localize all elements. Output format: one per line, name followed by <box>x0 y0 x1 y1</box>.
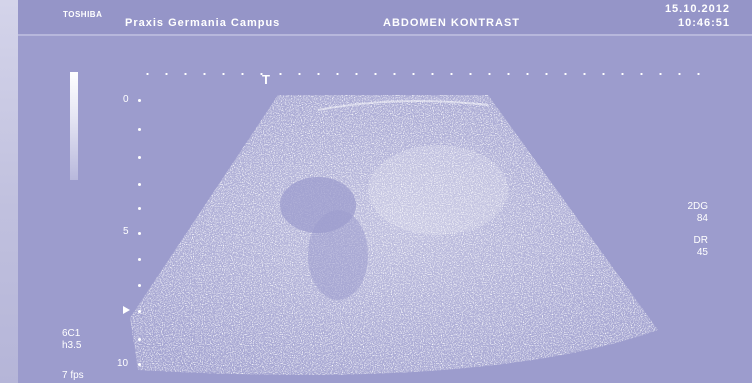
depth-tick <box>138 99 141 102</box>
clinic-name: Praxis Germania Campus <box>125 17 281 29</box>
depth-tick <box>138 232 141 235</box>
ultrasound-viewport: TOSHIBA Praxis Germania Campus ABDOMEN K… <box>18 0 752 383</box>
exam-date: 15.10.2012 <box>664 3 730 15</box>
exam-time: 10:46:51 <box>677 17 730 29</box>
left-margin-band <box>0 0 18 383</box>
depth-tick <box>138 207 141 210</box>
exam-title: ABDOMEN KONTRAST <box>383 17 520 29</box>
depth-tick <box>138 310 141 313</box>
probe-model: 6C1 <box>62 328 81 339</box>
depth-tick <box>138 183 141 186</box>
focus-arrow-icon <box>123 306 130 314</box>
dynamic-range-value: 45 <box>696 247 708 258</box>
manufacturer-logo: TOSHIBA <box>63 10 103 19</box>
depth-label-0: 0 <box>123 94 129 105</box>
dark-structure-2 <box>308 210 368 300</box>
bright-tissue <box>368 145 508 235</box>
superficial-layer <box>317 100 489 111</box>
depth-tick <box>138 156 141 159</box>
lateral-dot-scale <box>138 73 708 75</box>
ultrasound-scan-sector <box>130 95 658 375</box>
depth-tick <box>138 338 141 341</box>
mode-label: 2DG <box>687 201 708 212</box>
depth-label-10: 10 <box>117 358 129 369</box>
frame-rate: 7 fps <box>62 370 84 381</box>
gain-value: 84 <box>696 213 708 224</box>
depth-label-5: 5 <box>123 226 129 237</box>
grayscale-bar <box>70 72 78 180</box>
scan-speckle <box>130 95 658 375</box>
depth-tick <box>138 128 141 131</box>
depth-tick <box>138 363 141 366</box>
focus-marker: T <box>262 72 270 87</box>
depth-tick <box>138 284 141 287</box>
depth-tick <box>138 258 141 261</box>
header-bar: TOSHIBA Praxis Germania Campus ABDOMEN K… <box>18 0 752 36</box>
probe-harmonic: h3.5 <box>62 340 82 351</box>
dynamic-range-label: DR <box>693 235 708 246</box>
